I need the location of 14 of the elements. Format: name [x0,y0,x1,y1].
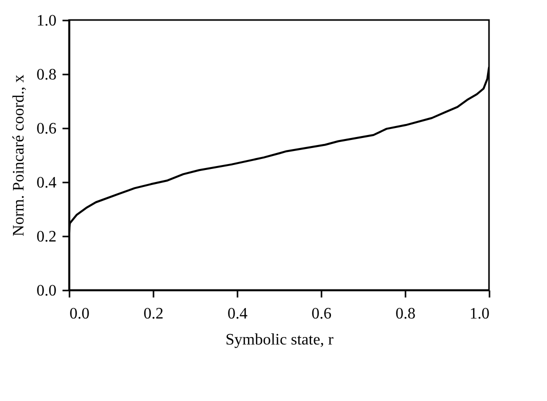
x-tick-label: 0.4 [228,306,248,322]
y-tick-label: 0.6 [36,120,56,138]
y-tick-label: 0.8 [36,66,56,84]
x-tick-label: 0.6 [312,306,332,322]
y-tick-label: 0.0 [36,282,56,300]
x-axis-title: Symbolic state, r [226,332,334,348]
y-axis-title: Norm. Poincaré coord., x [10,74,28,236]
x-tick-label: 0.2 [144,306,164,322]
x-tick-label: 0.0 [70,306,90,322]
x-tick-label: 1.0 [470,306,490,322]
y-tick-label: 1.0 [36,12,56,30]
x-tick-label: 0.8 [396,306,416,322]
y-tick-label: 0.4 [36,174,56,192]
y-tick-label: 0.2 [36,228,56,246]
